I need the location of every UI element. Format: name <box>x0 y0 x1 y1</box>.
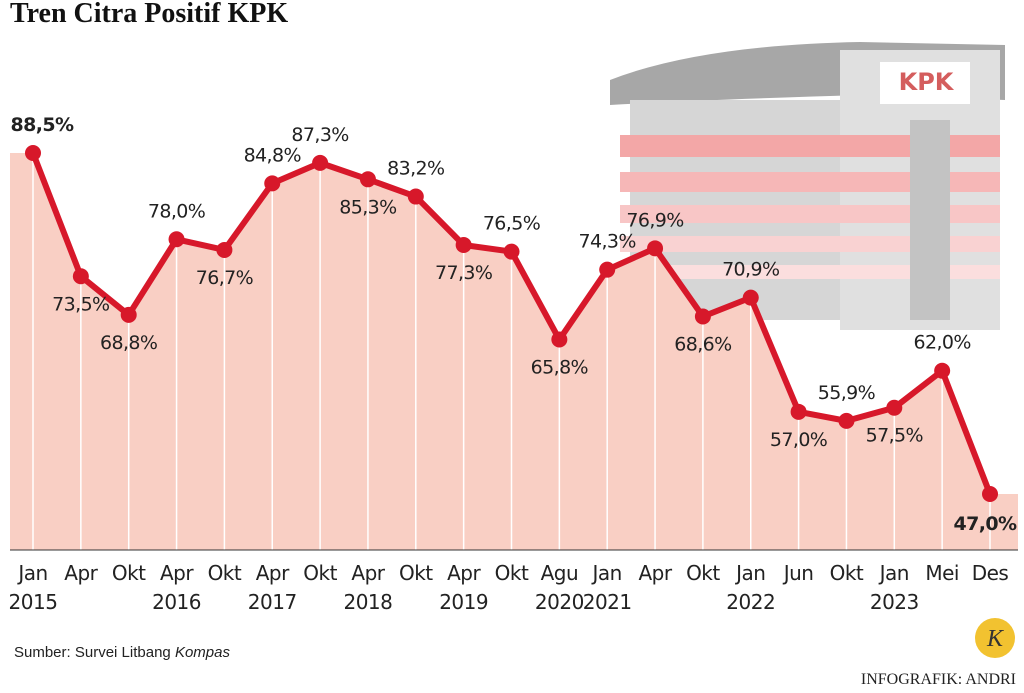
value-label: 55,9% <box>818 382 875 404</box>
point <box>886 399 903 416</box>
x-tick-label: Okt <box>830 561 864 585</box>
credit: INFOGRAFIK: ANDRI <box>861 671 1016 688</box>
value-label: 57,0% <box>770 429 827 451</box>
point <box>790 403 807 420</box>
value-label: 47,0% <box>954 513 1017 535</box>
source-text: Sumber: Survei Litbang <box>14 644 171 661</box>
chart-title: Tren Citra Positif KPK <box>10 0 288 29</box>
x-year-label: 2022 <box>726 590 775 614</box>
x-tick-label: Okt <box>686 561 720 585</box>
x-year-label: 2021 <box>583 590 632 614</box>
building-illustration: KPK <box>610 42 1005 330</box>
x-tick-label: Okt <box>399 561 433 585</box>
x-tick-label: Okt <box>208 561 242 585</box>
value-label: 76,5% <box>483 213 540 235</box>
logo: K <box>986 626 1005 652</box>
point <box>168 231 185 248</box>
point <box>503 243 520 260</box>
x-year-label: 2015 <box>9 590 58 614</box>
value-label: 70,9% <box>722 259 779 281</box>
point <box>407 188 424 205</box>
x-tick-label: Jan <box>734 561 765 585</box>
area <box>10 153 1018 550</box>
x-tick-label: Apr <box>64 561 98 585</box>
point <box>25 145 41 161</box>
point <box>551 331 568 348</box>
value-label: 68,6% <box>674 334 731 356</box>
value-label: 87,3% <box>291 124 348 146</box>
logo-badge <box>975 618 1015 658</box>
point <box>264 175 281 192</box>
point <box>838 412 855 429</box>
value-label: 76,7% <box>196 267 253 289</box>
x-tick-label: Apr <box>256 561 290 585</box>
source: Sumber: Survei Litbang Kompas <box>14 644 230 661</box>
x-tick-label: Mei <box>925 561 959 585</box>
value-label: 73,5% <box>52 293 109 315</box>
x-tick-label: Apr <box>638 561 672 585</box>
svg-text:KPK: KPK <box>899 68 955 96</box>
point <box>647 240 664 257</box>
point <box>742 289 759 306</box>
value-label: 57,5% <box>866 425 923 447</box>
point <box>72 268 89 285</box>
source-name: Kompas <box>175 644 231 661</box>
x-tick-label: Apr <box>160 561 194 585</box>
value-label: 62,0% <box>913 332 970 354</box>
x-tick-label: Jan <box>16 561 47 585</box>
x-tick-label: Apr <box>351 561 385 585</box>
point <box>982 486 998 502</box>
x-tick-label: Okt <box>112 561 146 585</box>
x-tick-label: Jun <box>782 561 814 585</box>
x-tick-label: Agu <box>541 561 579 585</box>
value-label: 84,8% <box>244 144 301 166</box>
x-year-label: 2020 <box>535 590 584 614</box>
x-tick-label: Des <box>972 561 1009 585</box>
value-label: 88,5% <box>11 114 74 136</box>
plot: 88,5% Jan 2015 73,5% Apr 68,8% Okt 78,0% Apr 2016… <box>9 114 1018 614</box>
point <box>455 237 472 254</box>
point <box>312 154 329 171</box>
value-label: 83,2% <box>387 158 444 180</box>
value-label: 76,9% <box>626 209 683 231</box>
x-year-label: 2017 <box>248 590 297 614</box>
x-tick-label: Okt <box>303 561 337 585</box>
value-label: 65,8% <box>531 357 588 379</box>
point <box>694 308 711 325</box>
x-tick-label: Jan <box>878 561 909 585</box>
point <box>359 171 376 188</box>
x-year-label: 2019 <box>439 590 488 614</box>
x-tick-label: Okt <box>495 561 529 585</box>
x-year-label: 2016 <box>152 590 201 614</box>
value-label: 85,3% <box>339 196 396 218</box>
point <box>120 306 137 323</box>
value-label: 68,8% <box>100 332 157 354</box>
x-tick-label: Apr <box>447 561 481 585</box>
value-label: 74,3% <box>579 231 636 253</box>
x-year-label: 2023 <box>870 590 919 614</box>
value-label: 77,3% <box>435 262 492 284</box>
x-year-label: 2018 <box>343 590 392 614</box>
value-label: 78,0% <box>148 200 205 222</box>
point <box>216 241 233 258</box>
x-tick-label: Jan <box>591 561 622 585</box>
point <box>599 261 616 278</box>
point <box>934 362 951 379</box>
